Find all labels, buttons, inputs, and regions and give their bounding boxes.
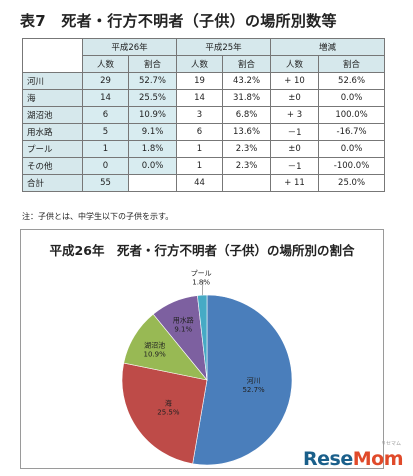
- table-cell: 100.0%: [318, 106, 386, 124]
- table-cell: 6: [82, 106, 129, 124]
- table-cell: 10.9%: [127, 106, 178, 124]
- slice-label-name: 湖沼池: [144, 340, 165, 349]
- header-corner: [22, 38, 83, 73]
- column-header-1: 割合: [127, 55, 178, 73]
- table-cell: －1: [270, 157, 320, 175]
- table-cell: ±0: [270, 89, 320, 107]
- table-cell: 2.3%: [222, 140, 272, 158]
- table-cell: 5: [82, 123, 129, 141]
- table-row: 湖沼池 6 10.9% 3 6.8% + 3 100.0%: [22, 106, 386, 124]
- table-row: プール 1 1.8% 1 2.3% ±0 0.0%: [22, 140, 386, 158]
- slice-label-name: 用水路: [173, 316, 194, 325]
- table-cell: 0.0%: [318, 89, 386, 107]
- row-label: 合計: [22, 174, 83, 192]
- table-cell: 3: [176, 106, 224, 124]
- table-cell: 1.8%: [127, 140, 178, 158]
- table-cell: [222, 174, 272, 192]
- table-cell: + 3: [270, 106, 320, 124]
- table-row: 合計 55 44 + 11 25.0%: [22, 174, 386, 192]
- table-cell: 52.7%: [127, 72, 178, 90]
- table-row: 海 14 25.5% 14 31.8% ±0 0.0%: [22, 89, 386, 107]
- row-label: プール: [22, 140, 83, 158]
- table-cell: 19: [176, 72, 224, 90]
- table-cell: 25.0%: [318, 174, 386, 192]
- slice-label-value: 1.8%: [192, 278, 210, 286]
- slice-label-name: プール: [191, 269, 212, 277]
- table-cell: 1: [176, 157, 224, 175]
- slice-label-value: 25.5%: [157, 408, 180, 416]
- table-cell: 6: [176, 123, 224, 141]
- logo-subtext: リセマム: [380, 441, 401, 447]
- column-header-3: 割合: [222, 55, 272, 73]
- table-cell: 9.1%: [127, 123, 178, 141]
- table-cell: [127, 174, 178, 192]
- table-cell: 13.6%: [222, 123, 272, 141]
- table-cell: －1: [270, 123, 320, 141]
- footnote: 注：子供とは、中学生以下の子供を示す。: [22, 212, 174, 221]
- row-label: その他: [22, 157, 83, 175]
- stats-table: 平成26年 平成25年 増減 人数 割合 人数 割合 人数 割合 河川 29 52.7% 19 43.2%…: [22, 38, 386, 192]
- slice-label-name: 河川: [247, 377, 261, 385]
- leader-line: [201, 280, 204, 296]
- table-cell: 1: [82, 140, 129, 158]
- table-cell: 0: [82, 157, 129, 175]
- table-cell: 52.6%: [318, 72, 386, 90]
- table-cell: 55: [82, 174, 129, 192]
- header-group-1: 平成25年: [176, 38, 272, 56]
- table-cell: 6.8%: [222, 106, 272, 124]
- header-group-0: 平成26年: [81, 38, 178, 56]
- pie-chart-panel: 平成26年 死者・行方不明者（子供）の場所別の割合 河川 52.7% 海 25.5% 湖…: [20, 229, 384, 469]
- header-group-2: 増減: [270, 38, 386, 56]
- column-header-0: 人数: [82, 55, 129, 73]
- table-cell: + 11: [270, 174, 320, 192]
- table-cell: 44: [176, 174, 224, 192]
- page-title: 表7 死者・行方不明者（子供）の場所別数等: [20, 12, 337, 30]
- chart-title: 平成26年 死者・行方不明者（子供）の場所別の割合: [49, 243, 355, 258]
- column-header-5: 割合: [318, 55, 386, 73]
- table-cell: 31.8%: [222, 89, 272, 107]
- pie-slice-0: [192, 294, 293, 466]
- table-row: 用水路 5 9.1% 6 13.6% －1 -16.7%: [22, 123, 386, 141]
- table-cell: 2.3%: [222, 157, 272, 175]
- column-header-4: 人数: [270, 55, 320, 73]
- row-label: 河川: [22, 72, 83, 90]
- slice-label-name: 海: [165, 398, 172, 407]
- table-cell: ±0: [270, 140, 320, 158]
- table-row: 河川 29 52.7% 19 43.2% + 10 52.6%: [22, 72, 386, 90]
- table-cell: 0.0%: [127, 157, 178, 175]
- row-label: 湖沼池: [22, 106, 83, 124]
- table-cell: 14: [82, 89, 129, 107]
- table-cell: 14: [176, 89, 224, 107]
- row-label: 用水路: [22, 123, 83, 141]
- table-row: その他 0 0.0% 1 2.3% －1 -100.0%: [22, 157, 386, 175]
- table-cell: 0.0%: [318, 140, 386, 158]
- column-header-2: 人数: [176, 55, 224, 73]
- table-cell: -100.0%: [318, 157, 386, 175]
- table-cell: -16.7%: [318, 123, 386, 141]
- table-cell: + 10: [270, 72, 320, 90]
- row-label: 海: [22, 89, 83, 107]
- table-cell: 29: [82, 72, 129, 90]
- slice-label-value: 9.1%: [174, 326, 192, 334]
- pie-slice-1: [121, 362, 208, 465]
- resemom-logo: ReseMom: [303, 448, 403, 470]
- table-cell: 1: [176, 140, 224, 158]
- slice-label-value: 52.7%: [242, 386, 265, 394]
- slice-label-value: 10.9%: [143, 350, 166, 358]
- table-cell: 43.2%: [222, 72, 272, 90]
- table-cell: 25.5%: [127, 89, 178, 107]
